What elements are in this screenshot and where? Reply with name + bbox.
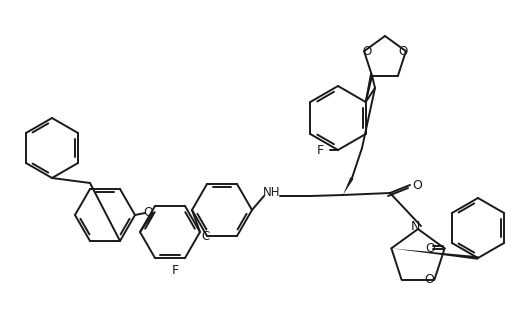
Text: O: O [412,178,422,192]
Polygon shape [343,177,354,195]
Text: O: O [425,273,435,286]
Text: N: N [410,220,420,232]
Text: O: O [143,206,153,220]
Text: O: O [399,45,408,58]
Text: NH: NH [263,185,281,198]
Text: F: F [171,263,179,277]
Text: C: C [201,231,209,243]
Text: O: O [363,45,372,58]
Text: F: F [316,144,323,156]
Polygon shape [391,248,478,260]
Text: O: O [426,242,436,255]
